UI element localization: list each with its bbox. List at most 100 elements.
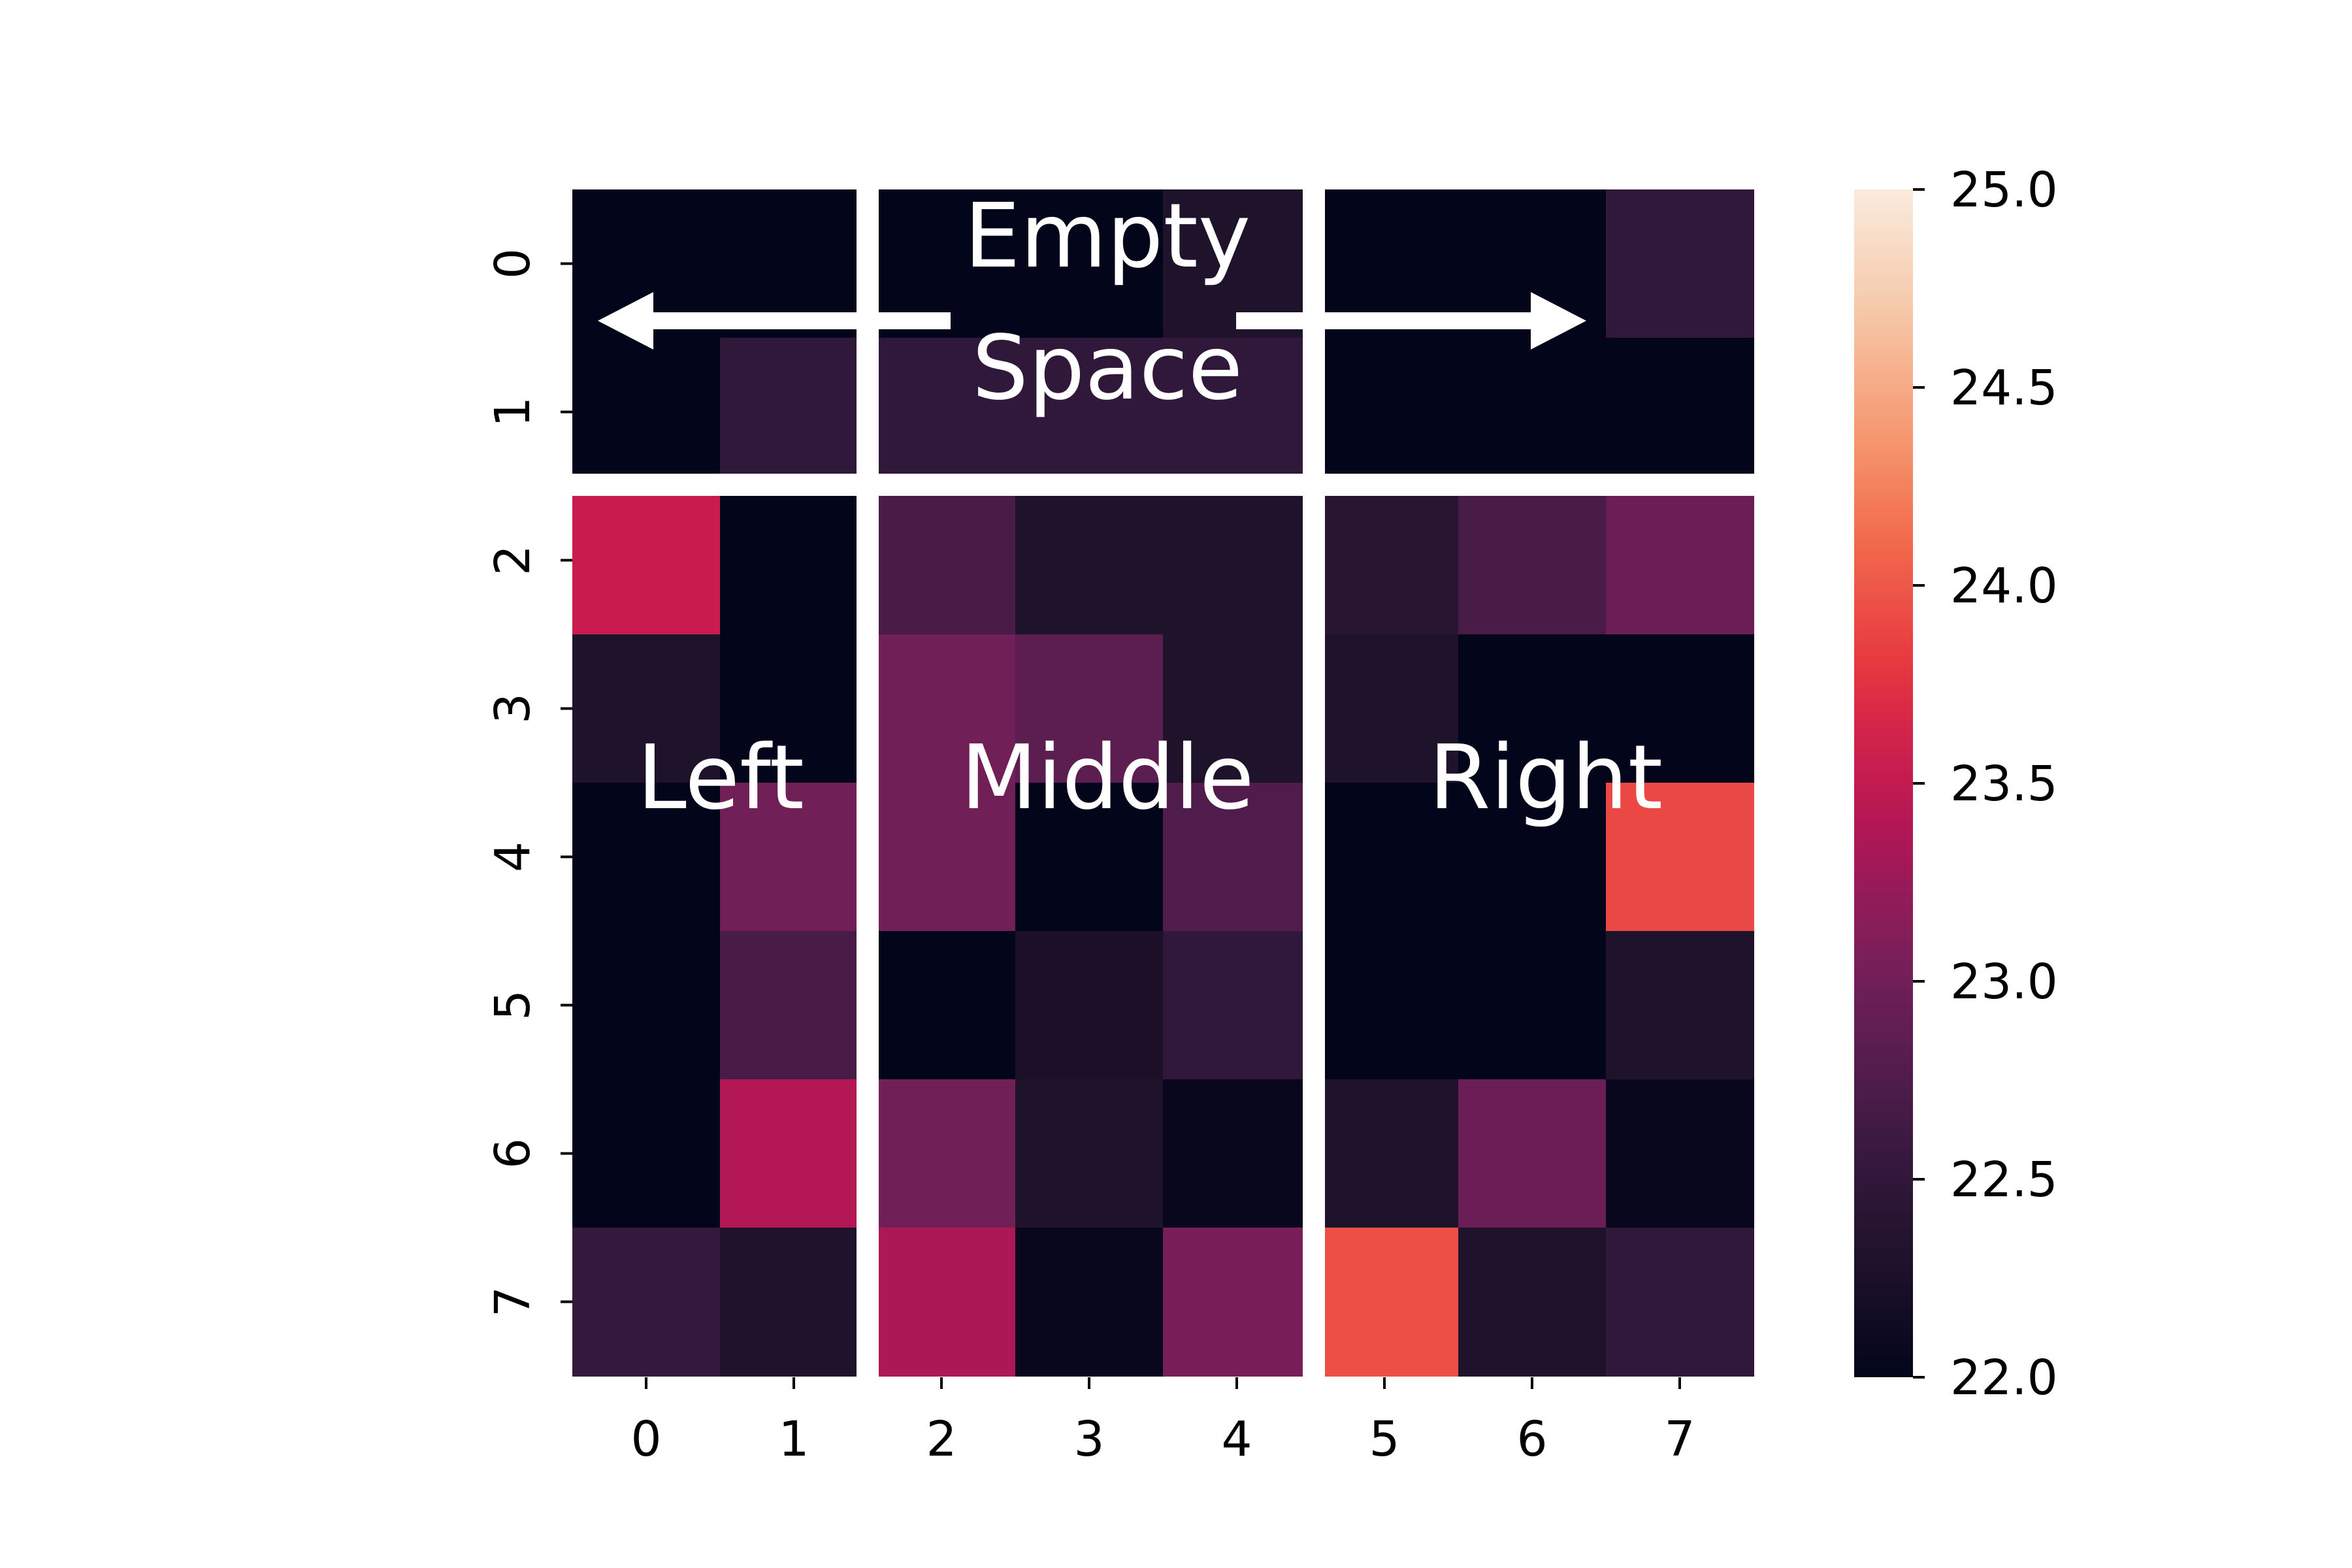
right-arrow-shaft <box>1236 312 1544 329</box>
heatmap-cell <box>868 931 1016 1080</box>
heatmap-cell <box>1311 1079 1459 1228</box>
x-tick-label: 6 <box>1516 1411 1547 1467</box>
heatmap-cell <box>1311 783 1459 932</box>
heatmap-cell <box>720 1079 868 1228</box>
heatmap-cell <box>1311 1228 1459 1377</box>
heatmap-cell <box>1311 634 1459 783</box>
heatmap-cell <box>572 634 721 783</box>
heatmap-cell <box>1606 338 1754 487</box>
x-tick-label: 2 <box>926 1411 956 1467</box>
colorbar-axis: 22.0 22.5 23.0 23.5 24.0 24.5 25.0 <box>1913 162 2058 1406</box>
heatmap-cell <box>572 1079 721 1228</box>
divider-middle-right <box>1303 186 1325 1382</box>
y-tick-label: 7 <box>485 1286 541 1317</box>
heatmap-cell <box>572 783 721 932</box>
heatmap-cell <box>868 486 1016 635</box>
heatmap-cell <box>1311 338 1459 487</box>
heatmap-cell <box>1163 486 1311 635</box>
colorbar-tick-label: 22.0 <box>1950 1350 2058 1406</box>
left-region-label: Left <box>637 727 804 830</box>
divider-top-bottom <box>568 474 1755 496</box>
heatmap-cell <box>1015 486 1164 635</box>
heatmap-cell <box>720 1228 868 1377</box>
heatmap-cell <box>1163 634 1311 783</box>
x-tick-label: 3 <box>1073 1411 1104 1467</box>
heatmap-cells <box>572 189 1754 1377</box>
heatmap-cell <box>1606 486 1754 635</box>
heatmap-cell <box>720 634 868 783</box>
colorbar-tick-label: 24.5 <box>1950 360 2058 416</box>
heatmap-cell <box>868 783 1016 932</box>
colorbar-tick-label: 25.0 <box>1950 162 2058 218</box>
heatmap-cell <box>1015 338 1164 487</box>
heatmap-cell <box>720 338 868 487</box>
left-arrow-head <box>598 292 653 350</box>
heatmap-cell <box>1015 189 1164 338</box>
heatmap-cell <box>868 1228 1016 1377</box>
heatmap-cell <box>1458 1228 1607 1377</box>
x-tick-label: 0 <box>630 1411 661 1467</box>
x-tick-label: 4 <box>1221 1411 1252 1467</box>
y-tick-label: 1 <box>485 397 541 427</box>
heatmap-cell <box>868 634 1016 783</box>
heatmap-cell <box>1458 338 1607 487</box>
heatmap-cell <box>1606 634 1754 783</box>
heatmap-cell <box>1458 783 1607 932</box>
empty-space-arrows <box>598 292 1586 350</box>
heatmap-cell <box>1458 931 1607 1080</box>
left-arrow-shaft <box>637 312 951 329</box>
heatmap-cell <box>572 931 721 1080</box>
y-tick-label: 6 <box>485 1138 541 1169</box>
heatmap-cell <box>1015 931 1164 1080</box>
y-tick-label: 5 <box>485 990 541 1021</box>
heatmap-cell <box>720 486 868 635</box>
heatmap-cell <box>1606 1228 1754 1377</box>
colorbar-tick-label: 22.5 <box>1950 1152 2058 1208</box>
region-dividers <box>568 186 1755 1382</box>
divider-left-middle <box>857 186 879 1382</box>
heatmap-cell <box>1163 931 1311 1080</box>
right-arrow-head <box>1531 292 1586 350</box>
y-axis: 0 1 2 3 4 5 6 7 <box>485 248 572 1317</box>
y-tick-label: 4 <box>485 841 541 872</box>
empty-space-label-line2: Space <box>972 317 1243 420</box>
y-tick-label: 0 <box>485 248 541 279</box>
middle-region-label: Middle <box>960 727 1254 830</box>
colorbar-tick-label: 23.5 <box>1950 756 2058 812</box>
colorbar <box>1854 189 1913 1377</box>
heatmap-cell <box>1015 1079 1164 1228</box>
heatmap-cell <box>572 1228 721 1377</box>
y-tick-label: 3 <box>485 693 541 724</box>
x-tick-label: 5 <box>1369 1411 1399 1467</box>
heatmap-cell <box>1163 1228 1311 1377</box>
heatmap-cell <box>868 1079 1016 1228</box>
heatmap-cell <box>1163 783 1311 932</box>
x-axis: 0 1 2 3 4 5 6 7 <box>630 1377 1695 1467</box>
heatmap-cell <box>1015 1228 1164 1377</box>
colorbar-tick-label: 23.0 <box>1950 954 2058 1010</box>
heatmap-cell <box>572 486 721 635</box>
heatmap-cell <box>1311 931 1459 1080</box>
heatmap-cell <box>1163 1079 1311 1228</box>
heatmap-cell <box>1606 783 1754 932</box>
heatmap-cell <box>868 338 1016 487</box>
heatmap-cell <box>572 338 721 487</box>
x-tick-label: 1 <box>778 1411 809 1467</box>
heatmap-cell <box>1606 189 1754 338</box>
right-region-label: Right <box>1429 727 1663 830</box>
heatmap-cell <box>1015 783 1164 932</box>
heatmap-cell <box>1015 634 1164 783</box>
heatmap-cell <box>1458 1079 1607 1228</box>
heatmap-cell <box>1458 486 1607 635</box>
y-tick-label: 2 <box>485 545 541 576</box>
x-tick-label: 7 <box>1664 1411 1695 1467</box>
heatmap-cell <box>720 783 868 932</box>
heatmap-cell <box>1311 486 1459 635</box>
heatmap-cell <box>1606 931 1754 1080</box>
heatmap-cell <box>1606 1079 1754 1228</box>
region-labels: Empty Space Left Middle Right <box>637 185 1663 830</box>
heatmap-cell <box>1458 634 1607 783</box>
heatmap-cell <box>720 931 868 1080</box>
heatmap-cell <box>1163 338 1311 487</box>
